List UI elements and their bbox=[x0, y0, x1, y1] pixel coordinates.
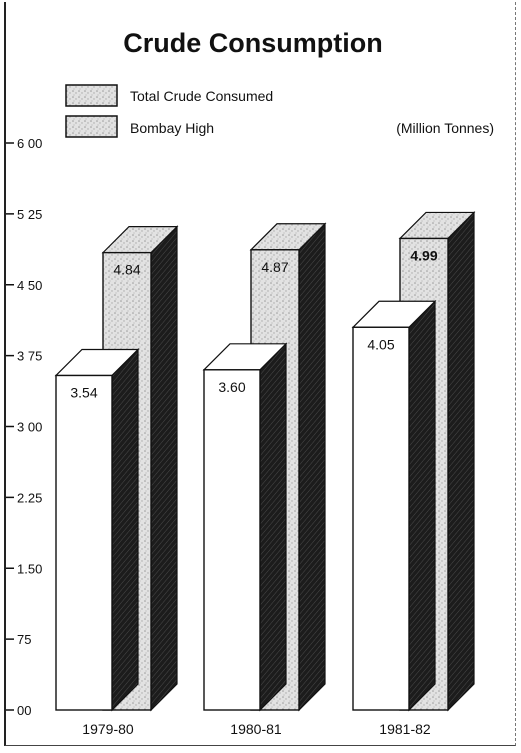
bombay-high-bar: 3.54 bbox=[54, 348, 140, 712]
y-tick-label: 3 00 bbox=[17, 420, 42, 435]
chart-title: Crude Consumption bbox=[123, 28, 382, 58]
total-crude-value-label: 4.99 bbox=[410, 247, 437, 263]
total-crude-value-label: 4.84 bbox=[113, 262, 140, 278]
x-category-label: 1980-81 bbox=[230, 721, 282, 737]
bombay-high-bar-front bbox=[203, 369, 261, 711]
bombay-high-bar-side bbox=[408, 299, 436, 712]
y-tick-label: 6 00 bbox=[17, 136, 42, 151]
bombay-high-bar-side bbox=[111, 348, 139, 712]
y-axis: 00 75 1.50 2.25 3 00 3 75 4 50 5 25 6 00 bbox=[6, 136, 42, 718]
bombay-high-bar-side bbox=[259, 342, 287, 712]
legend-label-bombay-high: Bombay High bbox=[130, 120, 214, 136]
x-category-label: 1979-80 bbox=[82, 721, 134, 737]
y-tick-label: 4 50 bbox=[17, 278, 42, 293]
total-crude-bar-side bbox=[447, 210, 475, 712]
legend-swatch-bombay-high bbox=[65, 115, 118, 138]
y-tick-label: 3 75 bbox=[17, 349, 42, 364]
total-crude-bar-side bbox=[298, 222, 326, 712]
y-tick-label: 75 bbox=[17, 632, 31, 647]
bombay-high-bar-front bbox=[352, 326, 410, 711]
y-tick-label: 00 bbox=[17, 703, 31, 718]
bars: 4.84 3.54 4.87 3.60 4.99 4.05 bbox=[54, 210, 476, 712]
y-tick-label: 5 25 bbox=[17, 207, 42, 222]
total-crude-bar-side bbox=[150, 225, 178, 712]
bombay-high-bar-front bbox=[55, 374, 113, 711]
legend-label-total-crude: Total Crude Consumed bbox=[130, 88, 273, 104]
legend: Total Crude Consumed Bombay High bbox=[65, 84, 273, 138]
bombay-high-value-label: 3.60 bbox=[218, 379, 245, 395]
unit-label: (Million Tonnes) bbox=[396, 120, 494, 136]
x-category-label: 1981-82 bbox=[379, 721, 431, 737]
total-crude-value-label: 4.87 bbox=[261, 259, 288, 275]
bombay-high-value-label: 4.05 bbox=[367, 336, 394, 352]
x-axis: 1979-80 1980-81 1981-82 bbox=[82, 721, 431, 737]
chart-frame bbox=[4, 2, 516, 746]
bombay-high-value-label: 3.54 bbox=[70, 384, 97, 400]
y-tick-label: 2.25 bbox=[17, 490, 42, 505]
bombay-high-bar: 4.05 bbox=[351, 299, 437, 712]
bombay-high-bar: 3.60 bbox=[202, 342, 288, 712]
legend-swatch-total-crude bbox=[65, 84, 118, 107]
y-tick-label: 1.50 bbox=[17, 561, 42, 576]
